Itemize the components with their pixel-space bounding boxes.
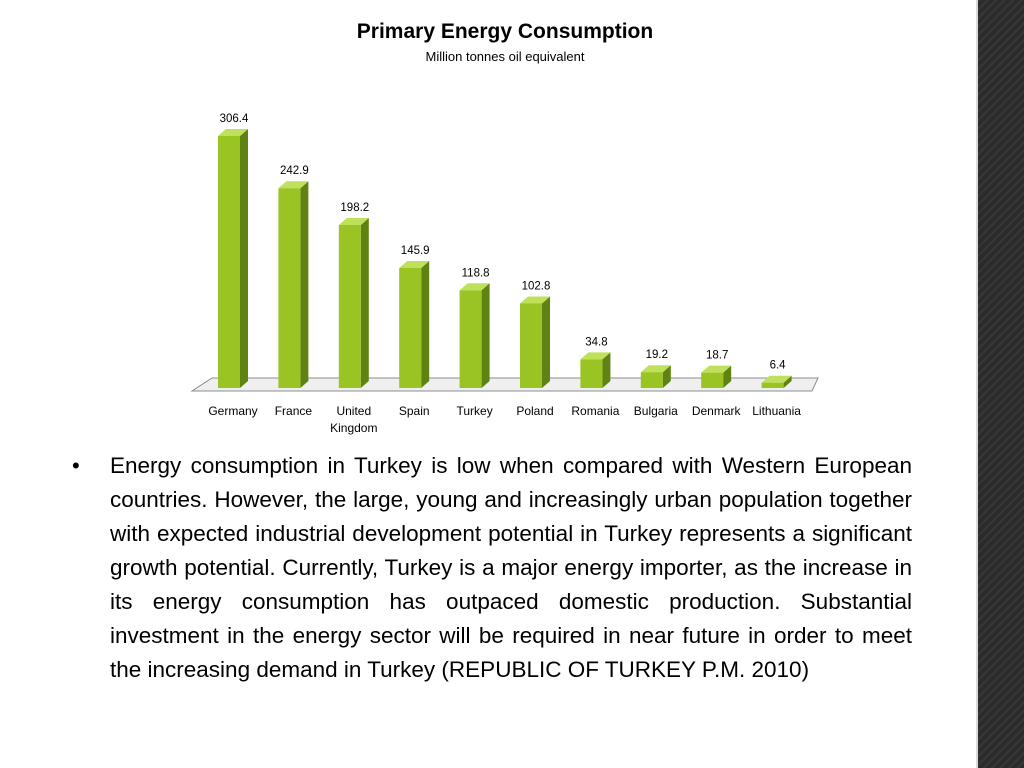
chart-title: Primary Energy Consumption: [356, 20, 654, 43]
value-labels: 306.4 242.9 198.2 145.9 118.8 102.8 34.8 19.2 18…: [220, 113, 787, 372]
category-label-6: Romania: [571, 404, 619, 418]
bar-5: [520, 303, 542, 388]
bar-9: [761, 382, 784, 388]
bar-top-2: [338, 217, 369, 225]
bar-side-6: [602, 352, 611, 388]
bar-top-4: [459, 283, 490, 291]
category-label-2-line-1: Kingdom: [330, 421, 377, 435]
value-label-9: 6.4: [770, 360, 787, 372]
bar-top-8: [701, 365, 732, 373]
bar-4: [459, 290, 482, 388]
value-label-8: 18.7: [706, 350, 728, 362]
bar-top-9: [761, 375, 792, 383]
value-label-1: 242.9: [280, 165, 309, 177]
value-label-0: 306.4: [220, 113, 249, 125]
value-label-6: 34.8: [585, 336, 607, 348]
category-label-0: Germany: [208, 404, 257, 418]
bar-top-7: [640, 365, 671, 373]
bar-side-7: [662, 365, 671, 388]
bar-8: [701, 372, 724, 388]
bar-side-0: [240, 129, 248, 388]
bar-top-3: [399, 261, 430, 269]
bar-top-6: [580, 352, 611, 360]
bar-side-2: [360, 217, 369, 388]
value-label-4: 118.8: [462, 267, 490, 279]
category-label-1: France: [275, 404, 313, 418]
bar-side-9: [783, 375, 792, 388]
bullet-paragraph: Energy consumption in Turkey is low when…: [110, 453, 912, 682]
category-label-2-line-0: United: [336, 404, 371, 418]
bar-7: [640, 372, 663, 388]
bar-6: [580, 359, 603, 388]
bar-top-1: [278, 181, 309, 189]
category-label-5: Poland: [516, 404, 553, 418]
value-label-5: 102.8: [522, 280, 551, 292]
category-label-7: Bulgaria: [634, 404, 678, 418]
category-label-3: Spain: [399, 404, 430, 418]
value-label-3: 145.9: [401, 245, 430, 257]
chart-subtitle: Million tonnes oil equivalent: [425, 49, 585, 64]
decorative-side-band: [978, 0, 1024, 768]
bar-side-3: [421, 261, 430, 388]
bar-side-8: [723, 365, 732, 388]
value-label-7: 19.2: [646, 349, 668, 361]
bar-side-1: [300, 181, 309, 388]
bar-side-5: [542, 296, 550, 388]
bar-3: [399, 268, 422, 388]
bar-1: [278, 188, 301, 388]
bullet-marker: •: [72, 453, 80, 478]
category-label-9: Lithuania: [752, 404, 801, 418]
bar-side-4: [481, 283, 490, 388]
bars: [218, 129, 792, 388]
category-label-8: Denmark: [692, 404, 742, 418]
bar-top-5: [520, 296, 550, 304]
value-label-2: 198.2: [340, 202, 369, 214]
category-label-4: Turkey: [456, 404, 492, 418]
category-labels: Germany France United Kingdom Spain Turkey Pol…: [208, 404, 801, 435]
bar-0: [218, 136, 240, 388]
bar-2: [338, 224, 361, 388]
bar-chart: 306.4 242.9 198.2 145.9 118.8 102.8 34.8 19.2 18…: [190, 113, 819, 435]
bar-top-0: [218, 129, 248, 136]
slide-edge-line: [976, 0, 978, 768]
